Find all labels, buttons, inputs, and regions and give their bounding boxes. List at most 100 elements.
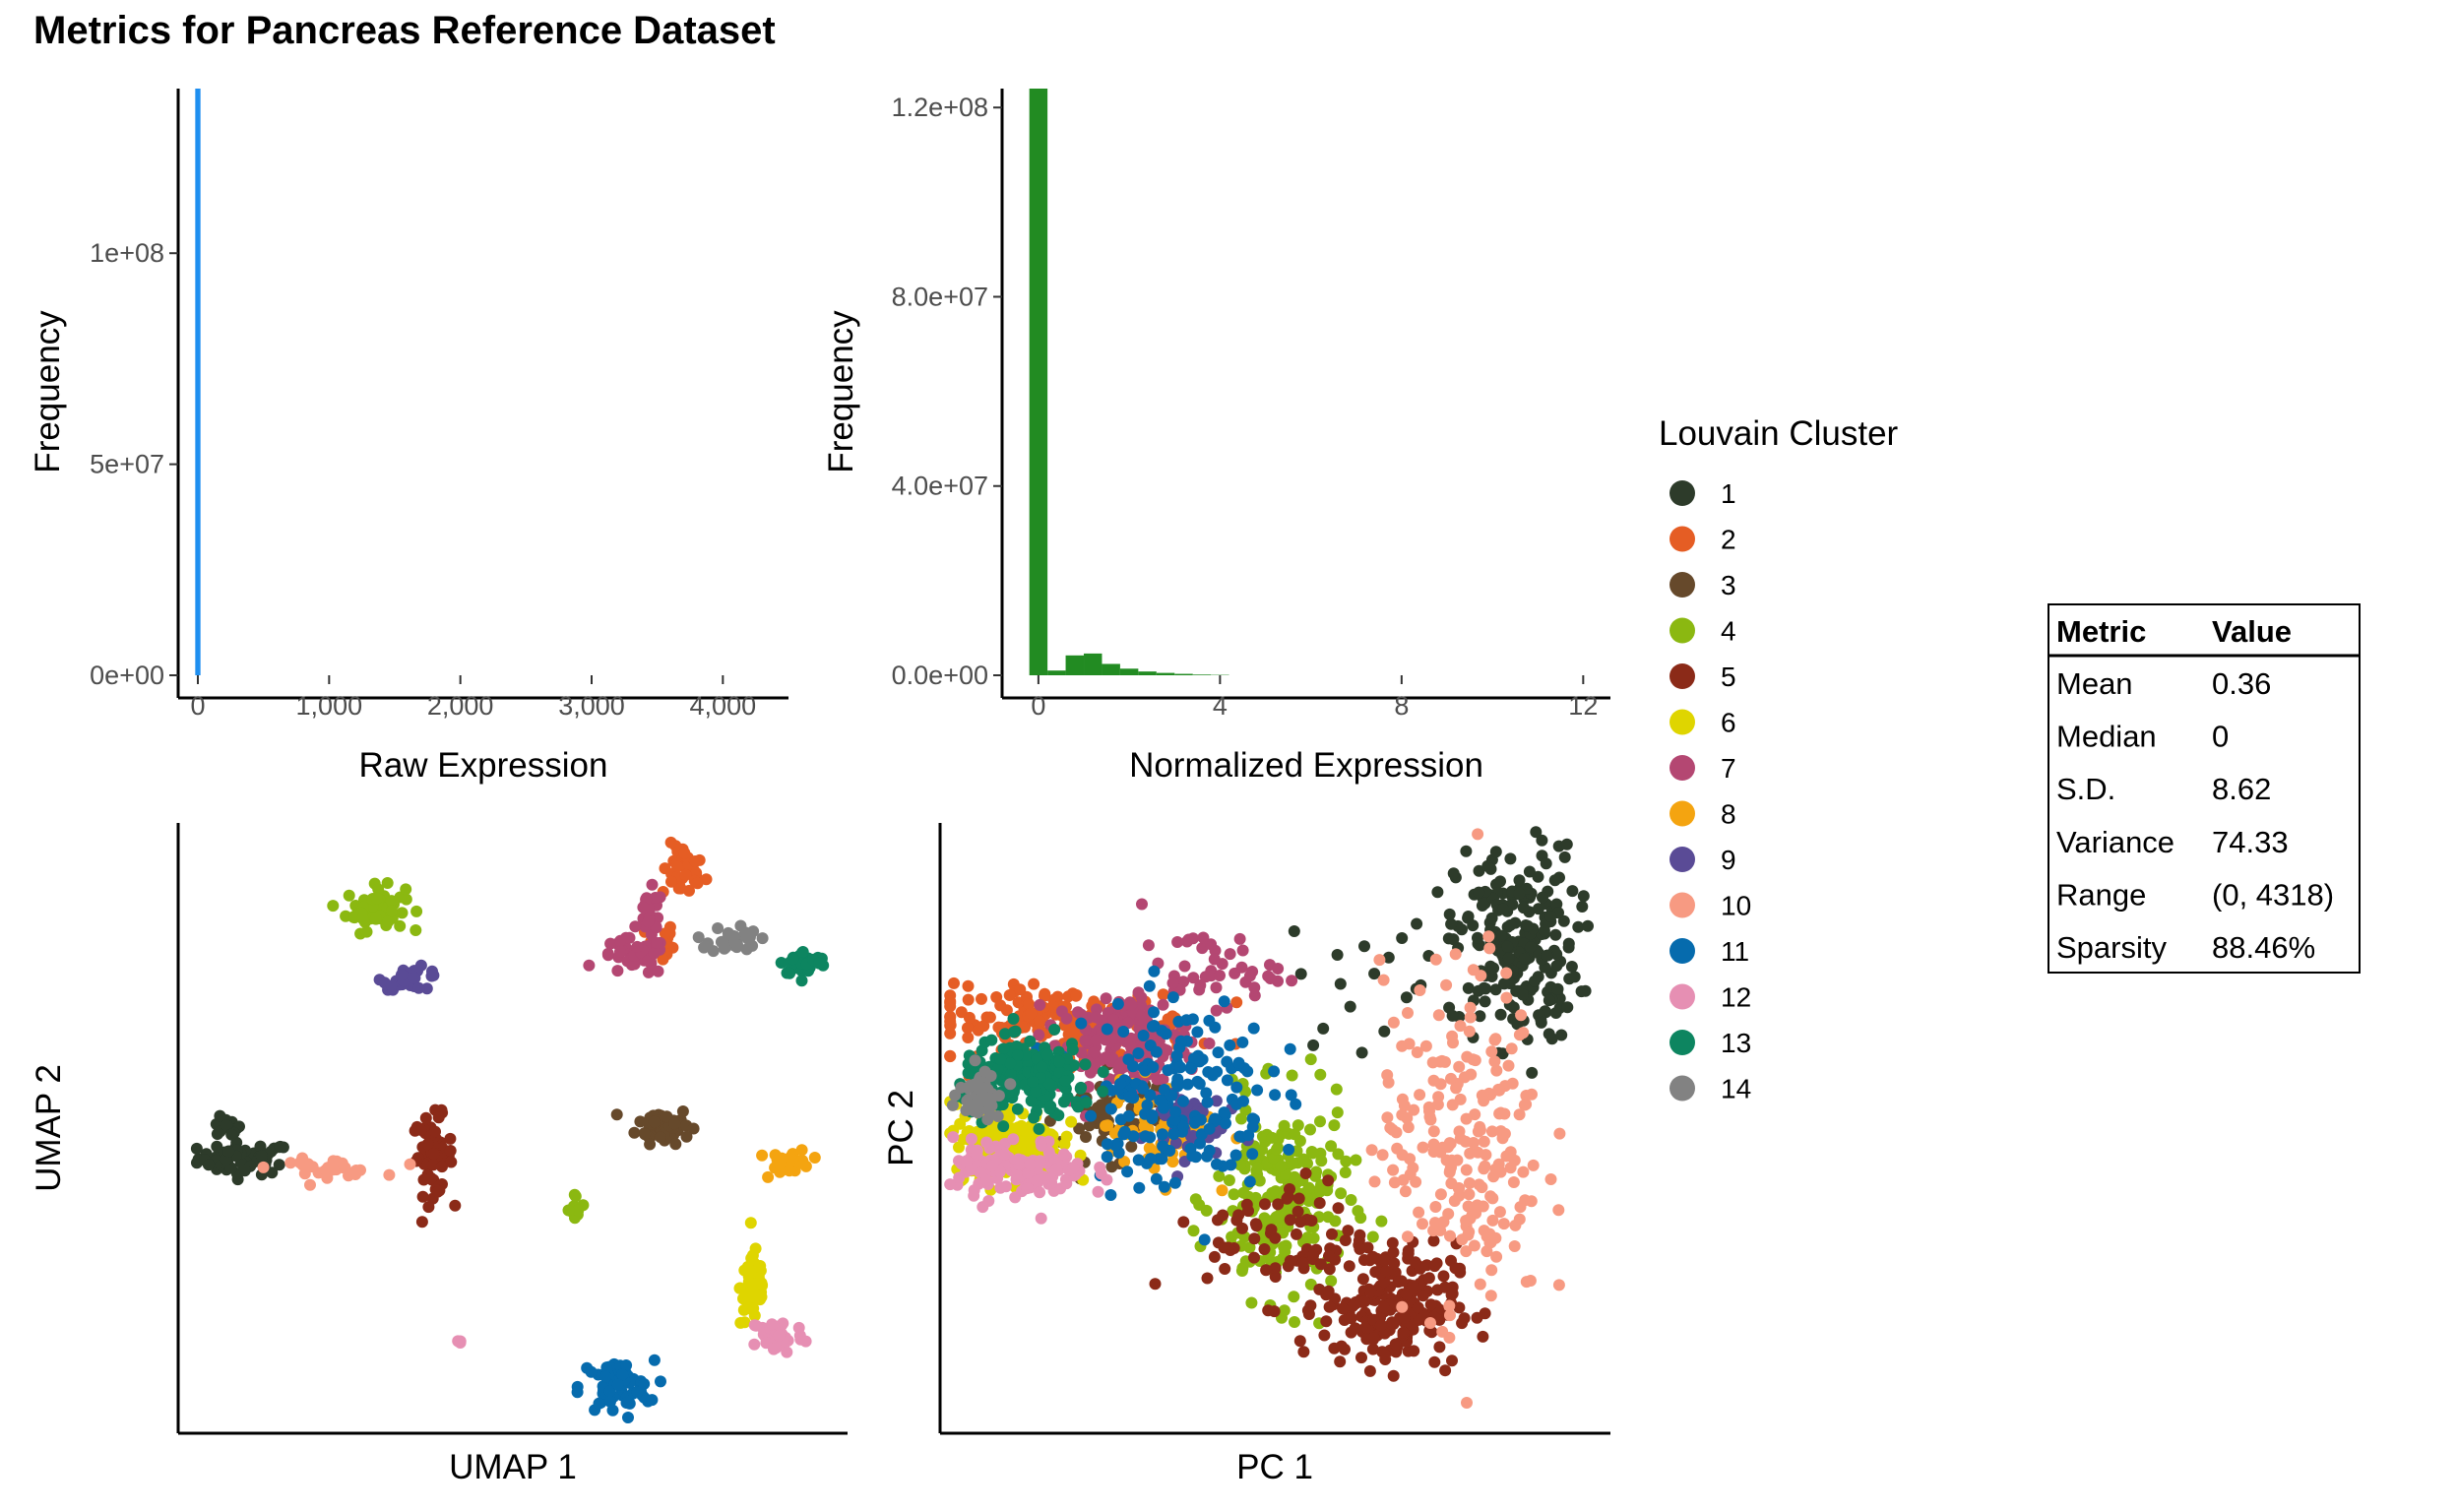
pca-point-cluster-5 — [1297, 1346, 1310, 1358]
pca-point-cluster-2 — [1014, 983, 1027, 996]
pca-point-cluster-5 — [1212, 1214, 1224, 1227]
pca-point-cluster-10 — [1494, 1166, 1507, 1178]
umap-point-cluster-1 — [211, 1140, 223, 1153]
pca-point-cluster-11 — [1203, 1122, 1216, 1135]
legend-key-cluster-14 — [1670, 1075, 1695, 1102]
pca-point-cluster-4 — [1304, 1123, 1316, 1136]
pca-point-cluster-1 — [1568, 971, 1581, 983]
pca-point-cluster-5 — [1208, 1250, 1221, 1263]
pca-point-cluster-4 — [1366, 1230, 1379, 1243]
pca-point-cluster-10 — [1450, 1082, 1463, 1095]
pca-point-cluster-5 — [1323, 1250, 1335, 1262]
pca-point-cluster-11 — [1198, 1233, 1211, 1246]
pca-point-cluster-11 — [1269, 1089, 1282, 1102]
pca-point-cluster-1 — [1462, 911, 1475, 922]
pca-point-cluster-5 — [1427, 1234, 1440, 1247]
pca-point-cluster-1 — [1543, 994, 1555, 1007]
pca-point-cluster-11 — [1171, 1073, 1184, 1086]
umap-point-cluster-4 — [360, 925, 373, 938]
pca-point-cluster-11 — [1177, 1120, 1190, 1133]
umap-point-cluster-8 — [769, 1149, 782, 1162]
raw-histogram-panel: 0 1,000 2,000 3,000 4,000 0e+00 5e+07 1e+08 Ra… — [29, 89, 788, 785]
pca-point-cluster-11 — [1194, 1113, 1207, 1126]
pca-point-cluster-10 — [1507, 1176, 1520, 1188]
pca-point-cluster-11 — [1148, 965, 1161, 977]
pca-point-cluster-10 — [1467, 1137, 1480, 1149]
pca-point-cluster-1 — [1523, 865, 1536, 878]
metrics-row-value: (0, 4318) — [2212, 877, 2334, 912]
normalized-histogram-x-ticks: 0 4 8 12 — [1031, 675, 1598, 721]
pca-point-cluster-4 — [1306, 1147, 1319, 1160]
umap-point-cluster-14 — [718, 942, 730, 955]
pca-point-cluster-5 — [1387, 1317, 1400, 1330]
metrics-table: Metric Value Mean 0.36 Median 0 S.D. 8.62 Vari… — [2048, 603, 2361, 974]
pca-point-cluster-13 — [1097, 1085, 1109, 1098]
umap-point-cluster-4 — [340, 910, 352, 922]
umap-point-cluster-10 — [284, 1157, 297, 1169]
pca-point-cluster-11 — [1150, 1172, 1163, 1185]
pca-point-cluster-1 — [1562, 941, 1575, 954]
legend-label-cluster-14: 14 — [1721, 1074, 1751, 1104]
pca-point-cluster-5 — [1334, 1355, 1347, 1368]
pca-point-cluster-11 — [1290, 1098, 1302, 1110]
pca-point-cluster-7 — [1178, 960, 1191, 973]
pca-point-cluster-5 — [1314, 1258, 1327, 1271]
umap-point-cluster-14 — [712, 922, 724, 934]
pca-point-cluster-13 — [997, 1120, 1010, 1133]
pca-point-cluster-1 — [1447, 867, 1460, 880]
pca-point-cluster-5 — [1439, 1364, 1452, 1377]
pca-point-cluster-7 — [1208, 953, 1221, 966]
umap-point-cluster-12 — [766, 1318, 779, 1331]
pca-point-cluster-7 — [1203, 1038, 1216, 1049]
pca-point-cluster-10 — [1414, 984, 1426, 996]
pca-point-cluster-11 — [1221, 1055, 1233, 1068]
pca-point-cluster-4 — [1322, 1211, 1335, 1224]
legend-label-cluster-1: 1 — [1721, 478, 1736, 509]
pca-point-cluster-10 — [1431, 1099, 1444, 1111]
umap-point-cluster-11 — [622, 1412, 634, 1423]
pca-point-cluster-7 — [1099, 1034, 1111, 1046]
pca-point-cluster-4 — [1304, 1053, 1317, 1066]
pca-point-cluster-4 — [1271, 1210, 1284, 1223]
pca-point-cluster-1 — [1550, 960, 1563, 973]
pca-point-cluster-10 — [1480, 1245, 1493, 1258]
pca-point-cluster-11 — [1194, 1137, 1206, 1150]
pca-point-cluster-1 — [1582, 919, 1594, 932]
raw-histogram-ylabel: Frequency — [29, 310, 67, 473]
pca-point-cluster-11 — [1147, 1020, 1159, 1033]
pca-point-cluster-1 — [1317, 1022, 1330, 1035]
pca-point-cluster-12 — [982, 1195, 995, 1207]
pca-point-cluster-7 — [1132, 986, 1145, 999]
pca-point-cluster-8 — [1216, 1184, 1228, 1197]
umap-point-cluster-14 — [692, 931, 705, 944]
pca-point-cluster-11 — [1104, 1189, 1117, 1201]
pca-point-cluster-10 — [1477, 1200, 1489, 1213]
pca-point-cluster-10 — [1426, 1056, 1439, 1069]
pca-point-cluster-5 — [1219, 1263, 1231, 1275]
pca-point-cluster-5 — [1347, 1299, 1359, 1312]
pca-point-cluster-12 — [1060, 1177, 1073, 1190]
pca-point-cluster-5 — [1446, 1354, 1458, 1367]
normalized-histogram-bar — [1156, 672, 1175, 675]
umap-point-cluster-5 — [431, 1185, 444, 1198]
pca-panel: PC 1 PC 2 — [882, 823, 1610, 1486]
umap-point-cluster-13 — [787, 953, 799, 966]
pca-point-cluster-1 — [1532, 870, 1544, 883]
pca-point-cluster-10 — [1508, 1240, 1521, 1252]
pca-point-cluster-11 — [1233, 1130, 1246, 1143]
normalized-histogram-x-tick-label: 0 — [1031, 691, 1045, 721]
pca-point-cluster-5 — [1323, 1300, 1336, 1313]
umap-point-cluster-8 — [775, 1159, 788, 1171]
umap-xlabel: UMAP 1 — [449, 1448, 577, 1486]
metrics-row-metric: Sparsity — [2056, 930, 2167, 965]
normalized-histogram-x-tick-label: 4 — [1213, 691, 1228, 721]
umap-point-cluster-1 — [190, 1142, 203, 1155]
pca-point-cluster-1 — [1497, 903, 1510, 915]
pca-point-cluster-10 — [1402, 1121, 1415, 1134]
pca-point-cluster-10 — [1552, 1279, 1565, 1292]
umap-point-cluster-4 — [327, 900, 340, 913]
pca-point-cluster-10 — [1505, 1042, 1518, 1055]
pca-point-cluster-10 — [1365, 1144, 1378, 1157]
pca-point-cluster-11 — [1127, 1060, 1139, 1073]
umap-point-cluster-6 — [748, 1309, 761, 1322]
